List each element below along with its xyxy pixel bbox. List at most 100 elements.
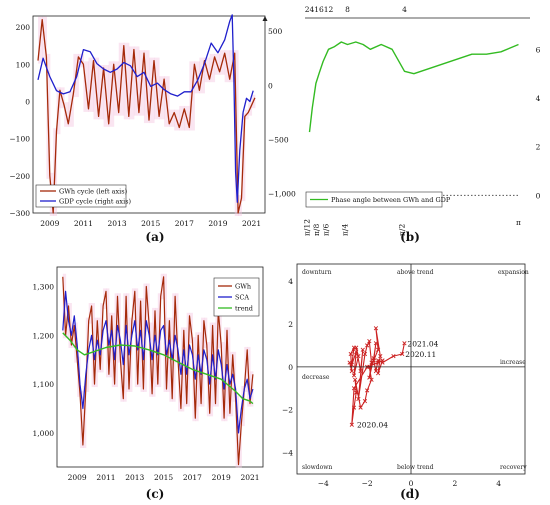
top-tick-label: 8: [345, 5, 350, 14]
cycle-point: [360, 347, 365, 352]
panel-a-label: (a): [145, 230, 164, 244]
top-tick-label: 16: [314, 5, 324, 14]
cycle-point: [378, 354, 383, 359]
x-tick-label: 2021: [240, 473, 259, 482]
cycle-point: [349, 362, 354, 367]
gwh-cycle-line: [37, 19, 256, 214]
panel-a: 200 100 0 −100 −200 −300 500 0 −500 −1,000 2009 201…: [9, 14, 296, 244]
cycle-point: [402, 341, 407, 346]
panel-a-ticks: 200 100 0 −100 −200 −300 500 0 −500 −1,000 2009 201…: [9, 16, 296, 228]
date-annotation: 2020.11: [405, 350, 436, 359]
bottom-tick-label: π/12: [302, 219, 311, 236]
x-tick-label: 2013: [125, 473, 144, 482]
panel-a-legend: GWh cycle (left axis) GDP cycle (right a…: [35, 184, 131, 208]
cycle-point: [371, 358, 376, 363]
gwh-line: [62, 276, 254, 466]
panel-d-label: (d): [400, 487, 420, 501]
y-tick-label: 1,100: [33, 380, 55, 389]
left-tick-label: 100: [16, 60, 31, 69]
y-tick-label: 1,300: [33, 283, 55, 292]
bottom-tick-label: π/8: [312, 224, 321, 236]
right-tick-label: 4: [536, 94, 541, 103]
left-tick-label: −300: [9, 209, 30, 218]
cycle-point: [358, 405, 363, 410]
phase-angle-line: [308, 41, 519, 133]
right-tick-label: −500: [268, 135, 289, 144]
left-tick-label: 200: [16, 23, 31, 32]
cycle-point: [400, 351, 405, 357]
cycle-point: [373, 369, 379, 374]
panel-a-series: [37, 14, 256, 214]
cycle-point: [354, 390, 359, 395]
y-tick-label: −4: [282, 449, 293, 458]
left-tick-label: −200: [9, 172, 30, 181]
panel-c-label: (c): [146, 487, 165, 501]
x-tick-label: −2: [362, 479, 373, 488]
x-tick-label: 2: [452, 479, 457, 488]
cycle-point: [362, 351, 368, 357]
cycle-trajectory-line: [349, 327, 405, 426]
right-tick-label: 2: [536, 143, 541, 152]
cycle-point: [358, 369, 363, 374]
panel-b-ticks: 24 16 12 8 4 π/12 π/8 π/6 π/4 π/2 π 6 4 2 0: [302, 5, 540, 236]
quadrant-expansion: expansion: [498, 269, 529, 276]
x-tick-label: 2009: [40, 219, 59, 228]
legend-c-gwh-label: GWh: [235, 283, 251, 291]
date-annotation: 2021.04: [407, 339, 438, 348]
x-tick-label: 0: [409, 479, 414, 488]
quadrant-below-trend: below trend: [397, 464, 434, 471]
right-tick-label: 6: [536, 45, 541, 54]
cycle-point: [362, 399, 368, 404]
panel-d-quadrant-labels: downturn above trend expansion increase …: [302, 269, 529, 471]
panel-b-series: [308, 41, 519, 196]
cycle-point: [348, 351, 353, 357]
sca-line: [62, 290, 254, 434]
axis-arrow: [262, 16, 268, 21]
cycle-point: [391, 354, 396, 359]
cycle-point: [367, 339, 372, 344]
x-tick-label: 2015: [154, 473, 173, 482]
x-tick-label: 2011: [96, 473, 115, 482]
quadrant-slowdown: slowdown: [302, 464, 332, 471]
legend-c-trend-label: trend: [235, 305, 253, 313]
x-tick-label: 2017: [183, 473, 202, 482]
panel-c-series: [62, 276, 254, 466]
bottom-tick-label: π: [516, 218, 521, 227]
cycle-point: [365, 388, 370, 393]
right-tick-label: 0: [536, 191, 541, 200]
x-tick-label: 2019: [208, 219, 227, 228]
x-tick-label: 4: [496, 479, 501, 488]
x-tick-label: 2017: [175, 219, 194, 228]
x-tick-label: 2019: [212, 473, 231, 482]
right-tick-label: 0: [268, 81, 273, 90]
cycle-point: [351, 405, 357, 410]
panel-c-legend: GWh SCA trend: [213, 277, 260, 317]
cycle-point: [354, 345, 359, 350]
cycle-point: [351, 386, 357, 391]
y-tick-label: 2: [288, 320, 293, 329]
panel-d-ticks: −4 −2 0 2 4 4 2 0 −2 −4: [282, 264, 525, 488]
quadrant-downturn: downturn: [302, 269, 332, 276]
left-tick-label: 0: [25, 97, 30, 106]
x-tick-label: 2009: [68, 473, 87, 482]
legend-gdp-label: GDP cycle (right axis): [59, 198, 131, 206]
bottom-tick-label: π/2: [397, 224, 406, 236]
y-tick-label: 1,200: [33, 331, 55, 340]
cycle-point: [373, 326, 379, 331]
left-tick-label: −100: [9, 135, 30, 144]
top-tick-label: 4: [402, 5, 407, 14]
y-tick-label: −2: [282, 406, 293, 415]
cycle-point: [349, 369, 354, 374]
cycle-point: [354, 349, 359, 354]
panel-a-frame: [32, 15, 266, 214]
cycle-point: [375, 347, 381, 352]
cycle-point: [380, 360, 385, 365]
y-tick-label: 0: [288, 363, 293, 372]
x-tick-label: 2011: [74, 219, 93, 228]
x-tick-label: −4: [318, 479, 329, 488]
top-tick-label: 24: [305, 5, 315, 14]
panel-c: 1,300 1,200 1,100 1,000 2009 2011 2013 2015 2017…: [33, 266, 264, 501]
cycle-point: [352, 377, 358, 382]
bottom-tick-label: π/6: [321, 224, 330, 236]
